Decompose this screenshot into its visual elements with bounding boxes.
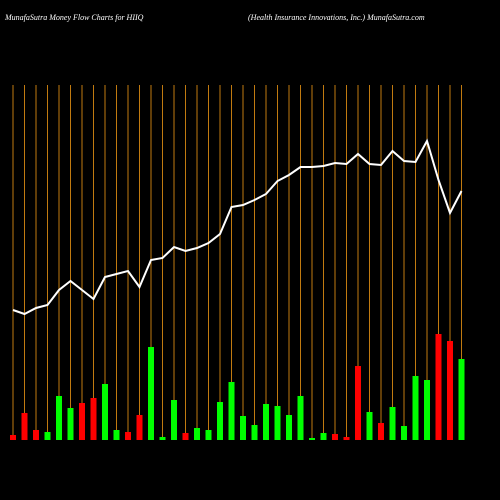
bar <box>194 428 200 440</box>
bar <box>10 435 16 440</box>
bar <box>412 376 419 440</box>
bar <box>240 416 246 440</box>
bar <box>21 413 28 440</box>
bar <box>332 434 338 440</box>
bar <box>159 437 166 440</box>
bar <box>343 437 350 440</box>
bar <box>44 432 51 440</box>
bar <box>125 432 131 440</box>
bar <box>136 415 143 440</box>
bar <box>90 398 97 440</box>
bar <box>286 415 292 440</box>
bar <box>251 425 258 440</box>
bar <box>447 341 453 440</box>
bar <box>205 430 212 440</box>
bar <box>56 396 62 440</box>
chart-subtitle: (Health Insurance Innovations, Inc.) Mun… <box>248 13 425 22</box>
bar <box>33 430 39 440</box>
bar <box>355 366 361 440</box>
bar <box>424 380 430 440</box>
bar <box>320 433 327 440</box>
bar <box>309 438 315 440</box>
bar <box>67 408 74 440</box>
bar <box>102 384 108 440</box>
bar <box>378 423 384 440</box>
chart-title: MunafaSutra Money Flow Charts for HIIQ <box>4 13 144 22</box>
bar <box>274 406 281 440</box>
price-line <box>12 138 463 316</box>
bar <box>389 407 396 440</box>
bar <box>435 334 442 440</box>
bar <box>366 412 373 440</box>
bar <box>148 347 154 440</box>
bar <box>113 430 120 440</box>
bar <box>171 400 177 440</box>
bar <box>79 403 85 440</box>
bar <box>217 402 223 440</box>
bar <box>297 396 304 440</box>
bar <box>228 382 235 440</box>
bar <box>263 404 269 440</box>
bar <box>182 433 189 440</box>
bar <box>458 359 465 440</box>
bar <box>401 426 407 440</box>
